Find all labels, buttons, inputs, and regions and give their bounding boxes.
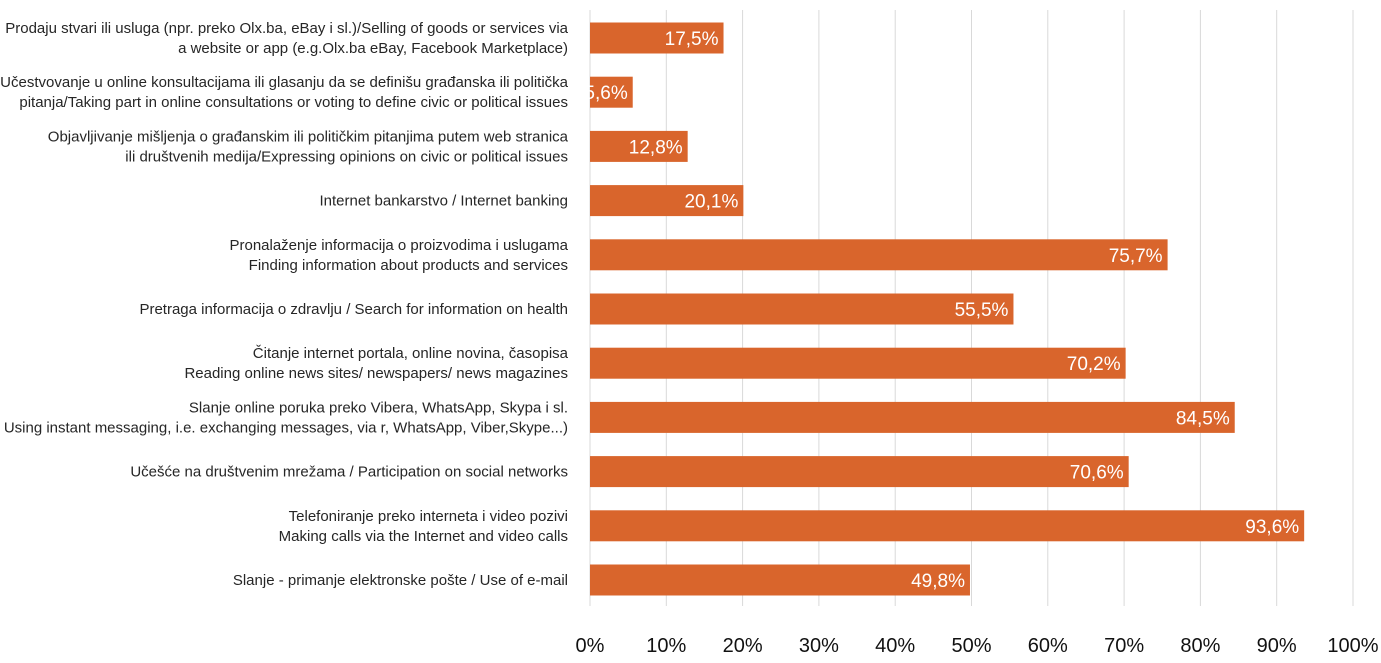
x-axis-ticks: 0% 10% 20% 30% 40% 50% 60% 70% 80% 90% 100% [576, 635, 1379, 657]
category-label-line: Making calls via the Internet and video … [279, 528, 568, 545]
data-label: 70,6% [1070, 463, 1124, 484]
category-label-line: Pretraga informacija o zdravlju / Search… [139, 301, 568, 318]
x-tick-label: 60% [1028, 635, 1068, 657]
x-tick-label: 100% [1327, 635, 1378, 657]
bar [590, 22, 724, 54]
data-label: 20,1% [684, 192, 738, 213]
category-label-line: Objavljivanje mišljenja o građanskim ili… [48, 128, 569, 145]
category-label-line: Telefoniranje preko interneta i video po… [289, 508, 568, 525]
x-tick-label: 90% [1257, 635, 1297, 657]
category-label: Objavljivanje mišljenja o građanskim ili… [48, 128, 569, 165]
category-label-line: Internet bankarstvo / Internet banking [320, 193, 569, 210]
category-label-line: a website or app (e.g.Olx.ba eBay, Faceb… [178, 40, 568, 57]
data-label: 5,6% [584, 83, 627, 104]
x-tick-label: 70% [1104, 635, 1144, 657]
bar [590, 185, 744, 217]
category-label-line: Pronalaženje informacija o proizvodima i… [229, 237, 568, 254]
category-label: Učešće na društvenim mrežama / Participa… [130, 464, 568, 481]
x-tick-label: 30% [799, 635, 839, 657]
category-label: Slanje online poruka preko Vibera, Whats… [4, 399, 568, 436]
category-label-line: Slanje - primanje elektronske pošte / Us… [233, 572, 568, 589]
category-label-line: Učešće na društvenim mrežama / Participa… [130, 464, 568, 481]
bar [590, 347, 1126, 379]
data-label: 70,2% [1067, 354, 1121, 375]
category-label: Telefoniranje preko interneta i video po… [279, 508, 568, 545]
category-label-line: Slanje online poruka preko Vibera, Whats… [189, 399, 568, 416]
category-label-line: ili društvenih medija/Expressing opinion… [125, 148, 568, 165]
x-tick-label: 0% [576, 635, 605, 657]
bar [590, 239, 1168, 271]
x-tick-label: 40% [875, 635, 915, 657]
bar [590, 293, 1014, 325]
data-label: 84,5% [1176, 408, 1230, 429]
category-label-line: Finding information about products and s… [249, 257, 568, 274]
category-label-line: Using instant messaging, i.e. exchanging… [4, 419, 568, 436]
data-label: 12,8% [629, 137, 683, 158]
bar [590, 456, 1129, 488]
data-label: 49,8% [911, 571, 965, 592]
category-label: Pretraga informacija o zdravlju / Search… [139, 301, 568, 318]
x-tick-label: 50% [951, 635, 991, 657]
bars: 17,5% 5,6% 12,8% 20,1% 75,7% 55,5% 70,2% 84,5% 7… [584, 22, 1305, 596]
category-labels: Prodaju stvari ili usluga (npr. preko Ol… [0, 20, 568, 589]
bar [590, 130, 688, 162]
category-label: Učestvovanje u online konsultacijama ili… [0, 74, 568, 111]
bar [590, 564, 970, 596]
bar [590, 401, 1235, 433]
category-label: Slanje - primanje elektronske pošte / Us… [233, 572, 568, 589]
data-label: 93,6% [1245, 517, 1299, 538]
x-tick-label: 80% [1180, 635, 1220, 657]
bar [590, 76, 633, 108]
category-label-line: Reading online news sites/ newspapers/ n… [184, 365, 568, 382]
category-label: Internet bankarstvo / Internet banking [320, 193, 569, 210]
category-label: Prodaju stvari ili usluga (npr. preko Ol… [5, 20, 568, 57]
category-label-line: Učestvovanje u online konsultacijama ili… [0, 74, 568, 91]
data-label: 75,7% [1109, 246, 1163, 267]
category-label-line: Čitanje internet portala, online novina,… [253, 345, 569, 362]
category-label: Čitanje internet portala, online novina,… [184, 345, 568, 382]
data-label: 17,5% [665, 29, 719, 50]
category-label: Pronalaženje informacija o proizvodima i… [229, 237, 568, 274]
category-label-line: Prodaju stvari ili usluga (npr. preko Ol… [5, 20, 568, 37]
x-tick-label: 20% [723, 635, 763, 657]
x-tick-label: 10% [646, 635, 686, 657]
bar [590, 510, 1305, 542]
category-label-line: pitanja/Taking part in online consultati… [19, 94, 568, 111]
data-label: 55,5% [955, 300, 1009, 321]
